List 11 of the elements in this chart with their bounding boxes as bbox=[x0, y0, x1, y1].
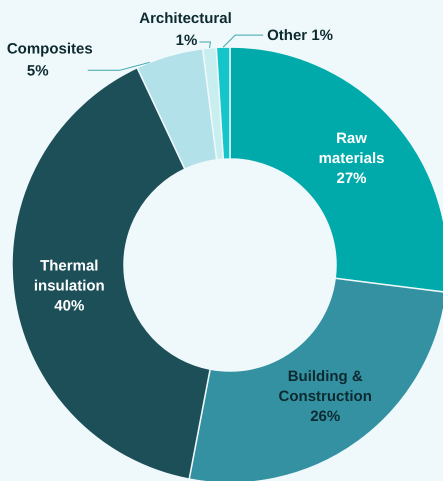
slice-label: Building & Construction bbox=[278, 368, 372, 406]
data-label: 5% bbox=[26, 62, 49, 80]
data-label: 27% bbox=[336, 170, 367, 187]
slice-label: Composites bbox=[6, 40, 93, 58]
data-label: 1% bbox=[176, 32, 198, 49]
slice-label: Other 1% bbox=[267, 27, 334, 44]
slice-label: Architectural bbox=[139, 10, 232, 27]
slice-label: Thermal insulation bbox=[34, 257, 105, 294]
data-label: 26% bbox=[310, 408, 340, 426]
slice-label: Raw materials bbox=[318, 130, 384, 167]
data-label: 40% bbox=[54, 297, 84, 314]
